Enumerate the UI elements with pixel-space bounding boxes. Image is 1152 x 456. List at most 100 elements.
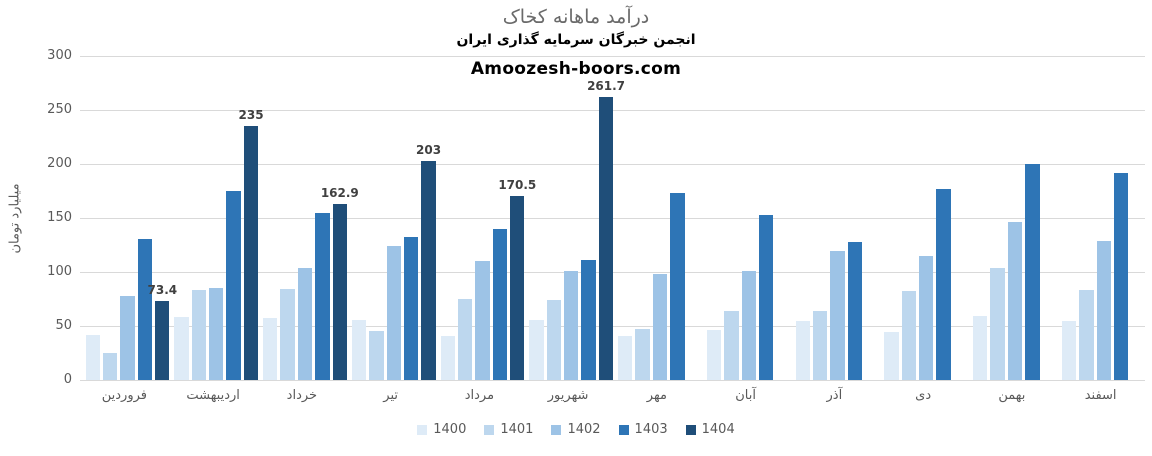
bar-1401-بهمن: [990, 267, 1005, 380]
bar-1402-اسفند: [1096, 240, 1111, 380]
bar-data-label: 162.9: [320, 186, 359, 201]
bar-1401-تیر: [369, 331, 384, 380]
bar-1400-اردیبهشت: [174, 317, 189, 380]
bar-1401-آذر: [812, 310, 828, 380]
bar-1404-تیر: [421, 160, 436, 380]
bar-data-label: 235: [238, 108, 264, 123]
bar-1403-آبان: [758, 214, 774, 380]
legend-label: 1400: [433, 422, 467, 437]
bar-1403-دی: [936, 188, 951, 380]
legend-label: 1401: [500, 422, 534, 437]
bar-1401-مهر: [635, 329, 650, 380]
bar-1402-مرداد: [475, 261, 490, 380]
legend-swatch-icon: [618, 424, 629, 435]
plot-area: 73.4 235 162.9 203 170.5 261.7: [80, 56, 1145, 381]
bar-data-label: 73.4: [147, 282, 178, 297]
bar-1403-اسفند: [1113, 172, 1129, 380]
legend-item-1402: 1402: [551, 422, 601, 437]
x-axis-label: خرداد: [286, 388, 318, 403]
bar-1403-تیر: [403, 237, 419, 380]
bar-1400-مهر: [618, 335, 633, 380]
y-axis-tick: 300: [47, 48, 72, 63]
x-axis-label: آذر: [826, 388, 843, 403]
bar-1400-آبان: [706, 330, 722, 380]
bar-1400-فروردین: [85, 334, 100, 380]
y-axis-tick: 250: [47, 102, 72, 117]
y-axis-tick: 0: [63, 372, 72, 387]
x-axis-label: اردیبهشت: [186, 388, 240, 403]
y-axis-tick: 200: [47, 156, 72, 171]
bar-1402-فروردین: [120, 295, 135, 380]
bar-1403-مهر: [670, 193, 685, 380]
bar-1400-اسفند: [1061, 320, 1077, 380]
bar-1401-اردیبهشت: [191, 290, 207, 380]
bar-1402-آبان: [741, 270, 756, 380]
x-axis-label: تیر: [383, 388, 398, 403]
bar-1400-تیر: [351, 319, 367, 380]
bar-1403-فروردین: [137, 238, 153, 380]
watermark-text: Amoozesh-boors.com: [470, 59, 682, 79]
bar-1400-آذر: [795, 320, 810, 380]
legend-swatch-icon: [417, 424, 428, 435]
x-axis-label: بهمن: [998, 388, 1026, 403]
bar-1404-خرداد: [332, 204, 347, 380]
chart-title: درآمد ماهانه کخاک: [502, 6, 650, 28]
bar-1402-دی: [919, 255, 934, 380]
bar-1400-شهریور: [529, 319, 544, 380]
legend-item-1403: 1403: [618, 422, 668, 437]
bar-1402-خرداد: [297, 267, 313, 380]
bar-1403-اردیبهشت: [226, 191, 241, 380]
bar-1401-مرداد: [457, 299, 473, 380]
x-axis-label: آبان: [735, 388, 756, 403]
bar-data-label: 170.5: [498, 177, 537, 192]
x-axis-label: مهر: [646, 388, 667, 403]
legend-swatch-icon: [685, 424, 696, 435]
bar-1403-مرداد: [492, 228, 508, 380]
x-axis-label: شهریور: [547, 388, 589, 403]
bar-1404-فروردین: [155, 300, 170, 380]
bar-1400-خرداد: [263, 318, 278, 380]
bar-1402-شهریور: [564, 270, 579, 380]
bar-1400-بهمن: [973, 316, 988, 380]
y-axis-tick: 150: [47, 210, 72, 225]
legend-label: 1404: [701, 422, 735, 437]
legend: 1400 1401 1402 1403 1404: [0, 422, 1152, 437]
bar-1401-شهریور: [546, 300, 562, 380]
bar-1402-مهر: [652, 274, 668, 380]
x-axis-label: مرداد: [464, 388, 495, 403]
legend-label: 1403: [634, 422, 668, 437]
bar-1401-اسفند: [1079, 290, 1094, 380]
y-axis-tick: 100: [47, 264, 72, 279]
legend-label: 1402: [567, 422, 601, 437]
bar-1402-اردیبهشت: [209, 288, 224, 380]
bar-1404-اردیبهشت: [243, 126, 259, 380]
bar-1403-خرداد: [315, 212, 330, 380]
gridline: [80, 380, 1145, 381]
chart-subtitle: انجمن خبرگان سرمایه گذاری ایران: [456, 32, 696, 48]
x-axis-label: اسفند: [1084, 388, 1117, 403]
bar-1400-دی: [884, 332, 899, 380]
x-axis: فروردین اردیبهشت خرداد تیر مرداد شهریور مهر آبا…: [80, 388, 1145, 408]
x-axis-label: دی: [915, 388, 932, 403]
bar-1403-بهمن: [1025, 164, 1040, 380]
bar-1401-خرداد: [280, 289, 295, 380]
bar-1401-فروردین: [102, 353, 118, 380]
legend-item-1401: 1401: [484, 422, 533, 437]
bar-1404-مرداد: [510, 195, 525, 380]
bar-1403-آذر: [847, 241, 863, 380]
y-axis-tick: 50: [55, 318, 72, 333]
bar-1400-مرداد: [440, 335, 455, 380]
bar-1401-آبان: [724, 310, 739, 380]
bar-1401-دی: [901, 291, 917, 380]
bar-1404-شهریور: [598, 97, 614, 380]
legend-swatch-icon: [551, 424, 562, 435]
bar-1402-تیر: [386, 246, 401, 380]
gridline: [80, 56, 1145, 57]
x-axis-label: فروردین: [101, 388, 147, 403]
bar-data-label: 203: [416, 142, 442, 157]
bar-data-label: 261.7: [587, 79, 626, 94]
bar-1402-آذر: [830, 251, 845, 380]
bar-1402-بهمن: [1007, 222, 1023, 380]
legend-item-1400: 1400: [417, 422, 466, 437]
